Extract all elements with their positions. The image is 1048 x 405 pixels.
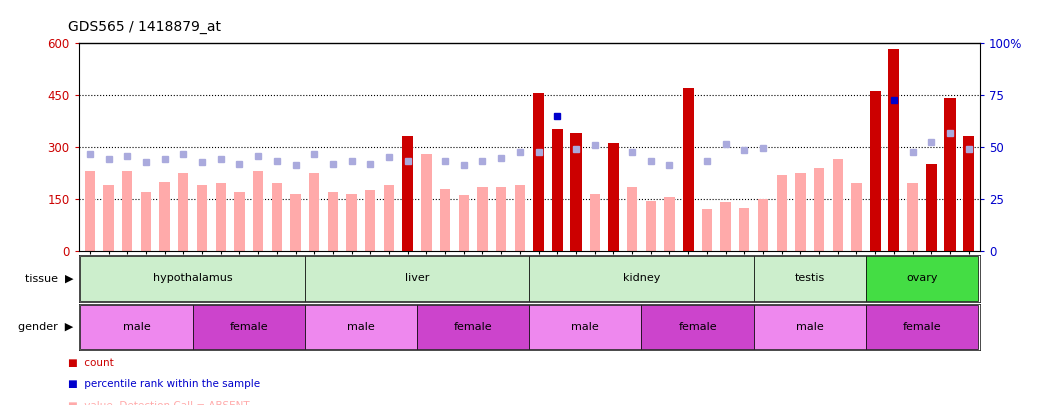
Bar <box>305 256 529 301</box>
Bar <box>641 305 754 349</box>
Text: kidney: kidney <box>623 273 660 283</box>
Bar <box>889 178 899 251</box>
Bar <box>193 305 305 349</box>
Bar <box>702 209 712 251</box>
Text: female: female <box>678 322 717 332</box>
Bar <box>646 201 656 251</box>
Text: female: female <box>902 322 941 332</box>
Bar <box>365 190 375 251</box>
Bar <box>571 194 582 251</box>
Text: gender  ▶: gender ▶ <box>18 322 73 332</box>
Text: male: male <box>123 322 151 332</box>
Bar <box>305 305 417 349</box>
Bar <box>814 168 824 251</box>
Bar <box>197 185 208 251</box>
Bar <box>529 256 754 301</box>
Text: female: female <box>230 322 268 332</box>
Bar <box>477 187 487 251</box>
Bar <box>496 187 506 251</box>
Bar <box>440 188 451 251</box>
Bar <box>889 49 899 251</box>
Text: ■  count: ■ count <box>68 358 114 369</box>
Bar <box>590 194 599 251</box>
Text: male: male <box>347 322 375 332</box>
Text: hypothalamus: hypothalamus <box>153 273 233 283</box>
Bar <box>945 183 955 251</box>
Bar <box>739 208 749 251</box>
Bar <box>570 133 582 251</box>
Bar <box>926 187 937 251</box>
Bar <box>851 183 861 251</box>
Bar <box>754 305 866 349</box>
Bar <box>608 143 619 251</box>
Bar <box>104 185 113 251</box>
Bar <box>417 305 529 349</box>
Bar <box>529 305 641 349</box>
Bar <box>683 204 694 251</box>
Bar <box>963 178 974 251</box>
Bar <box>271 183 282 251</box>
Bar <box>777 175 787 251</box>
Bar <box>925 164 937 251</box>
Text: ■  value, Detection Call = ABSENT: ■ value, Detection Call = ABSENT <box>68 401 249 405</box>
Bar <box>795 173 806 251</box>
Bar <box>384 185 394 251</box>
Bar <box>140 192 151 251</box>
Bar <box>290 194 301 251</box>
Bar <box>328 192 339 251</box>
Bar <box>866 305 978 349</box>
Text: tissue  ▶: tissue ▶ <box>25 273 73 283</box>
Bar <box>682 88 694 251</box>
Bar <box>758 199 768 251</box>
Bar <box>235 192 244 251</box>
Bar <box>664 197 675 251</box>
Bar <box>402 183 413 251</box>
Text: male: male <box>571 322 599 332</box>
Bar <box>402 136 413 251</box>
Bar <box>159 181 170 251</box>
Bar <box>122 171 132 251</box>
Bar <box>832 159 843 251</box>
Bar <box>309 173 320 251</box>
Text: male: male <box>795 322 824 332</box>
Bar <box>81 256 305 301</box>
Bar <box>459 196 468 251</box>
Bar <box>608 201 618 251</box>
Text: ovary: ovary <box>907 273 938 283</box>
Bar <box>421 154 432 251</box>
Bar <box>908 183 918 251</box>
Bar <box>627 187 637 251</box>
Text: testis: testis <box>794 273 825 283</box>
Bar <box>963 136 975 251</box>
Bar <box>533 93 544 251</box>
Bar <box>347 194 356 251</box>
Bar <box>81 305 193 349</box>
Bar <box>552 208 563 251</box>
Text: ■  percentile rank within the sample: ■ percentile rank within the sample <box>68 379 260 390</box>
Bar <box>533 199 544 251</box>
Text: GDS565 / 1418879_at: GDS565 / 1418879_at <box>68 20 221 34</box>
Bar <box>85 171 95 251</box>
Bar <box>253 171 263 251</box>
Text: female: female <box>454 322 493 332</box>
Bar <box>216 183 226 251</box>
Bar <box>944 98 956 251</box>
Bar <box>866 256 978 301</box>
Bar <box>870 196 880 251</box>
Bar <box>870 91 880 251</box>
Bar <box>178 173 189 251</box>
Text: liver: liver <box>405 273 430 283</box>
Bar <box>515 185 525 251</box>
Bar <box>720 202 730 251</box>
Bar <box>551 130 563 251</box>
Bar <box>754 256 866 301</box>
